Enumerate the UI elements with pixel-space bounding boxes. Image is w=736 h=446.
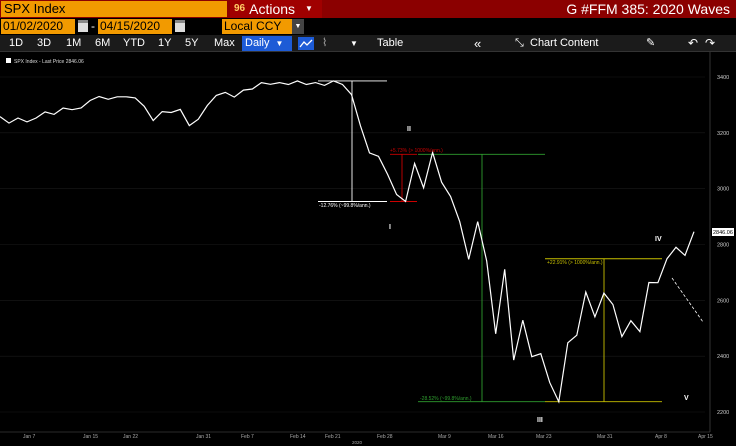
- y-tick-label: 3000: [717, 187, 729, 193]
- x-tick-label: Mar 31: [597, 434, 613, 440]
- y-tick-label: 3200: [717, 131, 729, 137]
- chevron-down-icon: ▼: [275, 39, 284, 48]
- y-tick-label: 2800: [717, 243, 729, 249]
- wave-label-i: I: [389, 224, 391, 231]
- ticker-input[interactable]: SPX Index: [1, 1, 227, 17]
- y-tick-label: 2400: [717, 354, 729, 360]
- x-tick-label: Mar 16: [488, 434, 504, 440]
- measure-label-2: +5.73% (> 1000%/ann.): [390, 148, 443, 154]
- date-bar: 01/02/2020 - 04/15/2020 Local CCY ▼: [0, 18, 736, 35]
- x-tick-label: Mar 9: [438, 434, 451, 440]
- measure-label-1: -12.76% (~99.8%/ann.): [319, 203, 371, 209]
- date-separator: -: [91, 19, 95, 33]
- y-tick-label: 3400: [717, 75, 729, 81]
- wave-label-ii: II: [407, 126, 411, 133]
- chart-toolbar: 1D 3D 1M 6M YTD 1Y 5Y Max Daily ▼ ⌇ ▼ Ta…: [0, 35, 736, 52]
- calendar-icon[interactable]: [78, 20, 88, 32]
- undo-icon[interactable]: ↶: [688, 36, 699, 50]
- top-bar: SPX Index 96 Actions ▼ G #FFM 385: 2020 …: [0, 0, 736, 18]
- wave-label-iv: IV: [655, 236, 662, 243]
- currency-select[interactable]: Local CCY: [222, 19, 304, 34]
- last-price-tag: [712, 228, 734, 236]
- collapse-left-icon[interactable]: «: [474, 36, 482, 51]
- chart-area[interactable]: 3400 3200 3000 2800 2600 2400 2200 Jan 7 Jan 15…: [0, 52, 736, 446]
- wave-label-iii: III: [537, 417, 543, 424]
- frequency-select[interactable]: Daily ▼: [242, 36, 292, 51]
- measure-label-4: +22.91% (> 1000%/ann.): [547, 260, 603, 266]
- x-tick-label: Jan 7: [23, 434, 35, 440]
- actions-button[interactable]: 96 Actions ▼: [230, 0, 322, 18]
- x-tick-label: Apr 15: [698, 434, 713, 440]
- period-6m[interactable]: 6M: [95, 37, 111, 49]
- chart-content-icon[interactable]: ⤡: [515, 37, 524, 49]
- period-1d[interactable]: 1D: [9, 37, 24, 49]
- x-tick-label: Feb 28: [377, 434, 393, 440]
- table-button[interactable]: Table: [377, 37, 404, 49]
- edit-icon[interactable]: ✎: [646, 37, 656, 49]
- chevron-down-icon[interactable]: ▼: [292, 19, 304, 34]
- frequency-label: Daily: [245, 37, 270, 49]
- period-1m[interactable]: 1M: [66, 37, 82, 49]
- x-tick-label: Apr 8: [655, 434, 667, 440]
- period-5y[interactable]: 5Y: [185, 37, 199, 49]
- x-tick-label: Feb 14: [290, 434, 306, 440]
- period-max[interactable]: Max: [214, 37, 235, 49]
- line-chart-button[interactable]: [298, 37, 314, 50]
- last-price-text: 2846.06: [713, 230, 733, 236]
- x-tick-label: Jan 22: [123, 434, 138, 440]
- end-date-field[interactable]: 04/15/2020: [98, 19, 172, 34]
- period-1y[interactable]: 1Y: [158, 37, 172, 49]
- x-tick-label: Mar 23: [536, 434, 552, 440]
- page-title: G #FFM 385: 2020 Waves: [566, 1, 730, 17]
- x-year-label: 2020: [352, 440, 363, 445]
- period-ytd[interactable]: YTD: [123, 37, 145, 49]
- x-tick-label: Feb 7: [241, 434, 254, 440]
- line-chart-icon: [299, 39, 313, 48]
- actions-label: Actions: [249, 1, 296, 17]
- chart-content-button[interactable]: Chart Content: [530, 37, 599, 49]
- chevron-down-icon[interactable]: ▼: [350, 39, 358, 48]
- legend-swatch: [6, 58, 11, 63]
- redo-icon[interactable]: ↷: [705, 36, 716, 50]
- measure-label-3: -28.52% (~99.8%/ann.): [420, 396, 472, 402]
- wave-label-v: V: [684, 395, 689, 402]
- chart-type-icon[interactable]: ⌇: [322, 37, 328, 49]
- actions-number: 96: [234, 3, 246, 14]
- y-tick-label: 2600: [717, 298, 729, 304]
- x-tick-label: Jan 15: [83, 434, 98, 440]
- legend-text: SPX Index - Last Price 2846.06: [14, 59, 84, 65]
- y-tick-label: 2200: [717, 410, 729, 416]
- price-line: [0, 80, 695, 404]
- price-chart[interactable]: 3400 3200 3000 2800 2600 2400 2200 Jan 7 Jan 15…: [0, 52, 736, 446]
- start-date-field[interactable]: 01/02/2020: [1, 19, 75, 34]
- calendar-icon[interactable]: [175, 20, 185, 32]
- x-tick-label: Feb 21: [325, 434, 341, 440]
- chevron-down-icon: ▼: [305, 4, 313, 13]
- projection-dashed-line: [671, 277, 704, 323]
- x-tick-label: Jan 31: [196, 434, 211, 440]
- period-3d[interactable]: 3D: [37, 37, 52, 49]
